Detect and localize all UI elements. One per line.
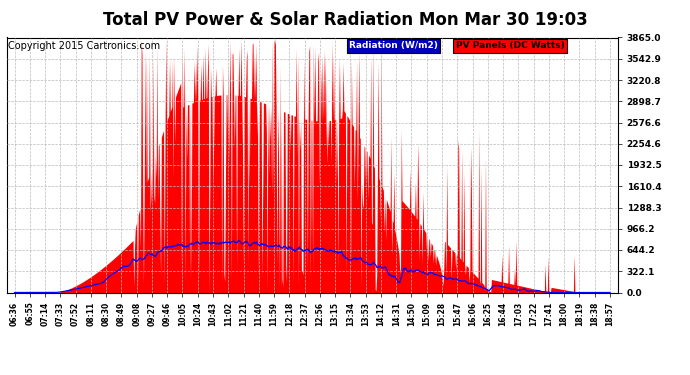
Text: PV Panels (DC Watts): PV Panels (DC Watts) <box>455 41 564 50</box>
Text: Total PV Power & Solar Radiation Mon Mar 30 19:03: Total PV Power & Solar Radiation Mon Mar… <box>103 11 587 29</box>
Text: Radiation (W/m2): Radiation (W/m2) <box>349 41 437 50</box>
Text: Copyright 2015 Cartronics.com: Copyright 2015 Cartronics.com <box>8 41 160 51</box>
